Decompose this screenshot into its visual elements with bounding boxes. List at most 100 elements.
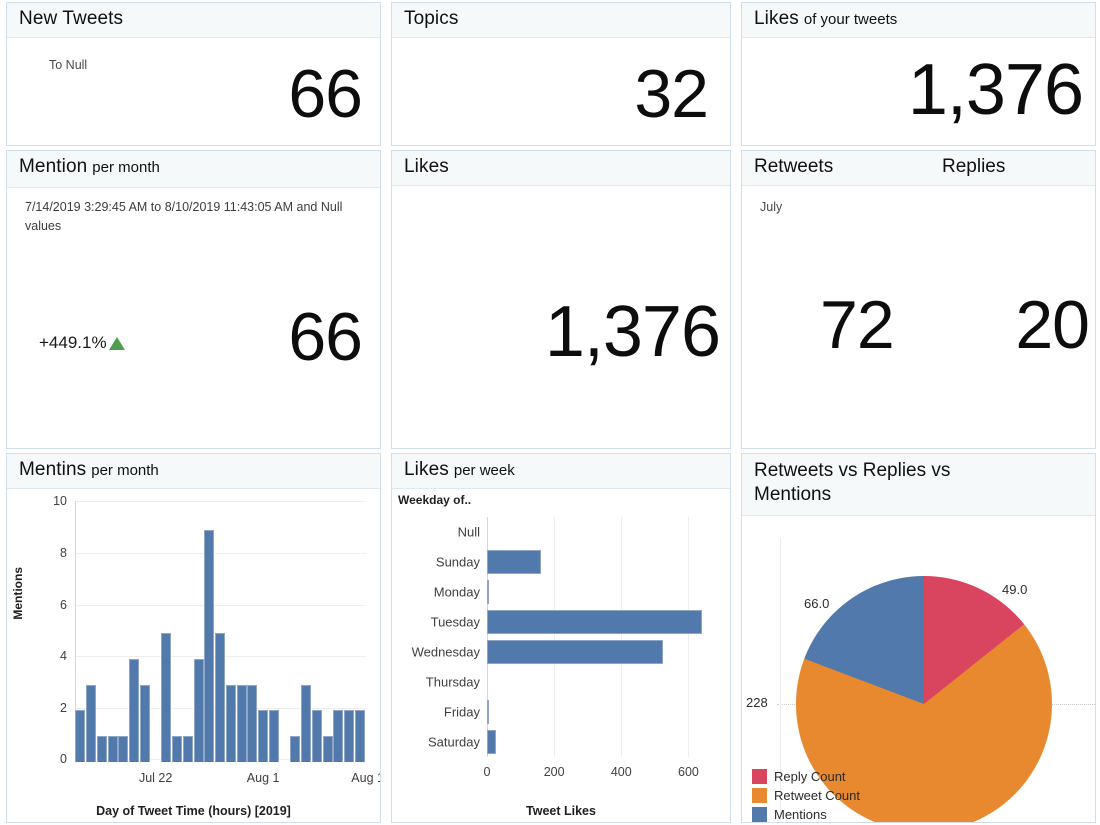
histogram-bar[interactable] <box>96 736 107 762</box>
card-title: Likes <box>404 156 449 177</box>
pie-slice-value-label: 66.0 <box>804 596 830 612</box>
new-tweets-value: 66 <box>288 56 363 133</box>
histogram-bar[interactable] <box>258 710 269 762</box>
card-retweets-vs-replies-vs-mentions[interactable]: Retweets vs Replies vs Mentions 22849.02… <box>741 453 1096 823</box>
pie-legend: Reply Count Retweet Count Mentions <box>752 769 860 822</box>
histogram-bar[interactable] <box>172 736 183 762</box>
histogram-y-tick: 8 <box>60 546 67 560</box>
histogram-bar[interactable] <box>225 684 236 762</box>
hbar-x-tick: 400 <box>610 765 632 780</box>
histogram-bar[interactable] <box>193 658 204 762</box>
histogram-bar[interactable] <box>354 710 365 762</box>
card-subtitle: of your tweets <box>803 11 898 28</box>
card-header-likes-of-your-tweets: Likes of your tweets <box>742 3 1095 39</box>
histogram-bar[interactable] <box>311 710 322 762</box>
histogram-bar[interactable] <box>86 684 97 762</box>
histogram-bar[interactable] <box>139 684 150 762</box>
histogram-gridline <box>75 604 366 606</box>
pie-disc[interactable] <box>796 576 1052 822</box>
card-subtitle: per week <box>453 462 515 479</box>
card-topics[interactable]: Topics 32 <box>391 2 731 146</box>
card-body-topics: 32 <box>392 38 730 145</box>
card-new-tweets[interactable]: New Tweets To Null 66 <box>6 2 381 146</box>
card-header-likes: Likes <box>392 151 730 187</box>
histogram-y-tick: 0 <box>60 752 67 767</box>
legend-swatch-icon <box>752 788 767 803</box>
card-header-mentins-per-month: Mentins per month <box>7 454 380 490</box>
card-header-mention-per-month: Mention per month <box>7 151 380 189</box>
hbar-gridline <box>621 517 623 758</box>
histogram-bar[interactable] <box>75 710 86 762</box>
pie-axis-label: 228 <box>746 695 768 711</box>
likes-of-your-tweets-value: 1,376 <box>907 50 1084 131</box>
histogram-x-tick: Aug 1 <box>246 771 280 786</box>
histogram-gridline <box>75 553 366 554</box>
hbar-gridline <box>487 517 488 758</box>
card-likes-of-your-tweets[interactable]: Likes of your tweets 1,376 <box>741 2 1096 146</box>
histogram-bar[interactable] <box>161 633 172 762</box>
cell-likes-per-week: Likes per week Weekday of.. Tweet Likes 0… <box>385 451 735 825</box>
weekday-group-header: Weekday of.. <box>398 493 472 508</box>
card-retweets-replies[interactable]: Retweets Replies July 72 20 <box>741 150 1096 449</box>
histogram-bar[interactable] <box>182 736 193 762</box>
hbar-bar[interactable] <box>487 640 663 665</box>
pie-legend-item[interactable]: Mentions <box>752 807 860 822</box>
card-likes[interactable]: Likes 1,376 <box>391 150 731 449</box>
card-mention-per-month[interactable]: Mention per month 7/14/2019 3:29:45 AM to… <box>6 150 381 449</box>
card-body-new-tweets: To Null 66 <box>7 38 380 145</box>
histogram-bar[interactable] <box>301 684 312 762</box>
mentions-histogram[interactable]: Mentions Day of Tweet Time (hours) [2019… <box>7 489 380 822</box>
hbar-category-label: Monday <box>433 584 480 600</box>
card-mentins-per-month[interactable]: Mentins per month Mentions Day of Tweet T… <box>6 453 381 823</box>
hbar-bar[interactable] <box>487 610 702 635</box>
histogram-y-axis-line <box>75 501 76 760</box>
likes-per-week-chart[interactable]: Weekday of.. Tweet Likes 0 200 400 600 Null S… <box>392 489 730 822</box>
histogram-x-tick: Aug 11 <box>351 771 380 786</box>
histogram-bar[interactable] <box>268 710 279 762</box>
histogram-bar[interactable] <box>129 658 140 762</box>
pie-legend-item[interactable]: Reply Count <box>752 769 860 784</box>
histogram-y-tick: 2 <box>60 700 67 715</box>
histogram-bar[interactable] <box>204 529 215 762</box>
card-title: Likes <box>754 8 799 29</box>
hbar-category-label: Friday <box>443 704 480 720</box>
histogram-y-tick: 6 <box>60 597 67 612</box>
pie-legend-label: Reply Count <box>774 769 846 784</box>
histogram-bar[interactable] <box>215 633 226 762</box>
mention-delta: +449.1% <box>39 333 125 353</box>
pie-legend-label: Retweet Count <box>774 788 860 803</box>
histogram-bar[interactable] <box>236 684 247 762</box>
card-body-mentins-per-month: Mentions Day of Tweet Time (hours) [2019… <box>7 489 380 822</box>
replies-title: Replies <box>942 156 1006 177</box>
card-subtitle: per month <box>91 462 159 479</box>
retweets-period-label: July <box>760 200 783 214</box>
hbar-bar[interactable] <box>487 730 496 755</box>
cell-retweets-replies: Retweets Replies July 72 20 <box>735 148 1100 451</box>
pie-legend-item[interactable]: Retweet Count <box>752 788 860 803</box>
histogram-y-axis-title: Mentions <box>11 567 25 621</box>
topics-value: 32 <box>634 56 709 133</box>
hbar-bar[interactable] <box>487 700 489 725</box>
hbar-bar[interactable] <box>487 550 541 575</box>
card-header-new-tweets: New Tweets <box>7 3 380 39</box>
card-likes-per-week[interactable]: Likes per week Weekday of.. Tweet Likes 0… <box>391 453 731 823</box>
card-header-pie: Retweets vs Replies vs Mentions <box>742 454 1095 517</box>
retweets-value: 72 <box>820 287 895 363</box>
hbar-category-label: Wednesday <box>411 644 480 660</box>
card-title: Mentins <box>19 459 87 480</box>
histogram-bar[interactable] <box>107 736 118 762</box>
trend-up-arrow-icon <box>108 336 125 350</box>
hbar-x-tick: 200 <box>543 765 565 780</box>
histogram-bar[interactable] <box>333 710 344 762</box>
pie-legend-label: Mentions <box>774 807 827 822</box>
hbar-category-label: Tuesday <box>430 614 480 630</box>
histogram-bar[interactable] <box>344 710 355 762</box>
histogram-bar[interactable] <box>118 736 129 762</box>
histogram-bar[interactable] <box>322 736 333 762</box>
histogram-bar[interactable] <box>247 684 258 762</box>
card-title: New Tweets <box>19 8 124 29</box>
hbar-bar[interactable] <box>487 580 489 605</box>
histogram-bar[interactable] <box>290 736 301 762</box>
